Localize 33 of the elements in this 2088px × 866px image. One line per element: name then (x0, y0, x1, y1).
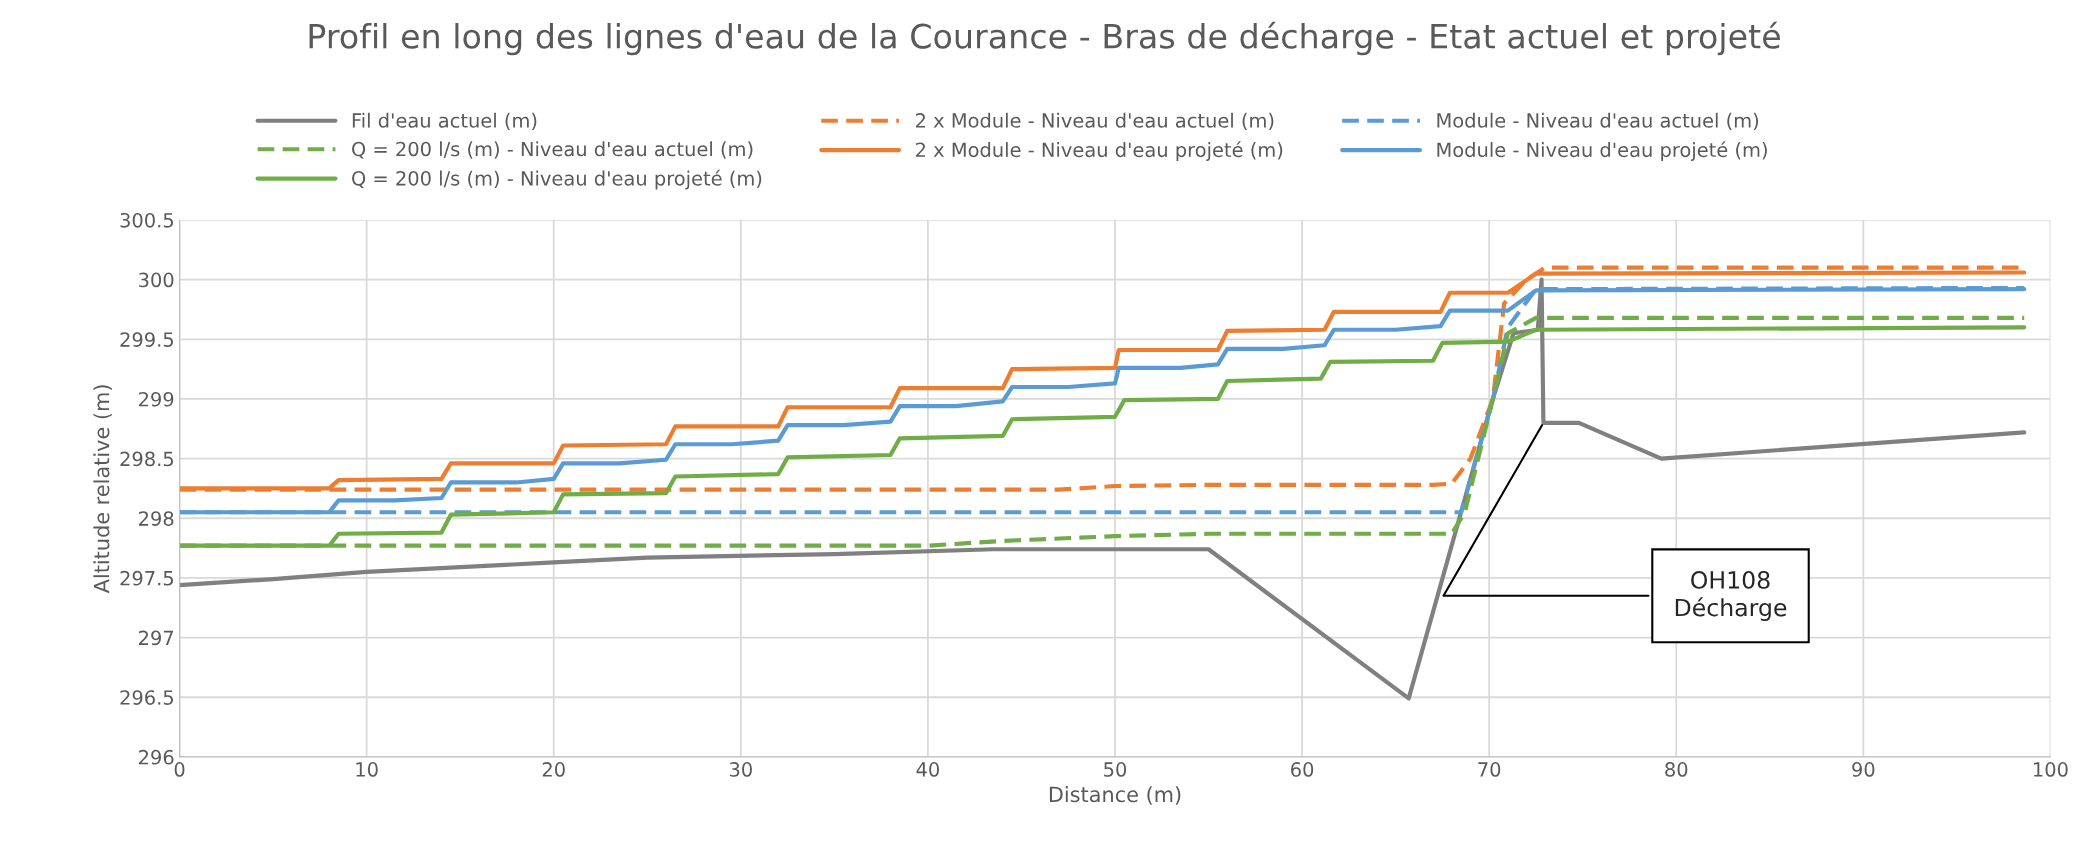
x-tick-label: 50 (1104, 762, 1127, 777)
x-tick-label: 70 (1478, 762, 1501, 777)
y-tick-label: 298 (139, 511, 174, 526)
x-tick-label: 80 (1665, 762, 1688, 777)
y-axis-title: Altitude relative (m) (93, 385, 112, 594)
legend-label: Q = 200 l/s (m) - Niveau d'eau actuel (m) (352, 141, 753, 159)
x-tick-label: 0 (174, 762, 185, 777)
legend-label: Q = 200 l/s (m) - Niveau d'eau projeté (m) (352, 169, 762, 190)
y-tick-label: 298.5 (120, 451, 174, 467)
x-tick-label: 20 (542, 762, 565, 777)
annotation: OH108 Décharge (1675, 571, 1787, 622)
y-tick-label: 296.5 (120, 690, 174, 705)
y-tick-label: 299.5 (120, 332, 174, 347)
x-tick-label: 40 (916, 762, 939, 777)
x-tick-label: 60 (1291, 762, 1314, 777)
legend-label: 2 x Module - Niveau d'eau projeté (m) (916, 141, 1283, 161)
y-tick-label: 300.5 (120, 212, 174, 228)
y-tick-label: 297 (139, 630, 174, 646)
y-tick-label: 300 (139, 272, 174, 288)
y-tick-label: 297.5 (120, 570, 174, 586)
y-tick-label: 299 (139, 391, 174, 407)
x-axis-title: Distance (m) (1049, 786, 1181, 805)
x-tick-label: 10 (356, 762, 378, 777)
x-tick-label: 100 (2033, 762, 2068, 777)
legend-label: 2 x Module - Niveau d'eau actuel (m) (916, 112, 1274, 131)
y-tick-label: 296 (139, 749, 174, 765)
line-series (179, 277, 2027, 701)
legend-label: Module - Niveau d'eau projeté (m) (1437, 141, 1767, 161)
legend-label: Fil d'eau actuel (m) (352, 112, 537, 131)
x-tick-label: 90 (1852, 762, 1875, 777)
legend-label: Module - Niveau d'eau actuel (m) (1437, 112, 1759, 131)
x-tick-label: 30 (729, 762, 752, 777)
chart-title: Profil en long des lignes d'eau de la Courance - Bras de décharge - Etat actuel et projeté (309, 21, 1780, 56)
